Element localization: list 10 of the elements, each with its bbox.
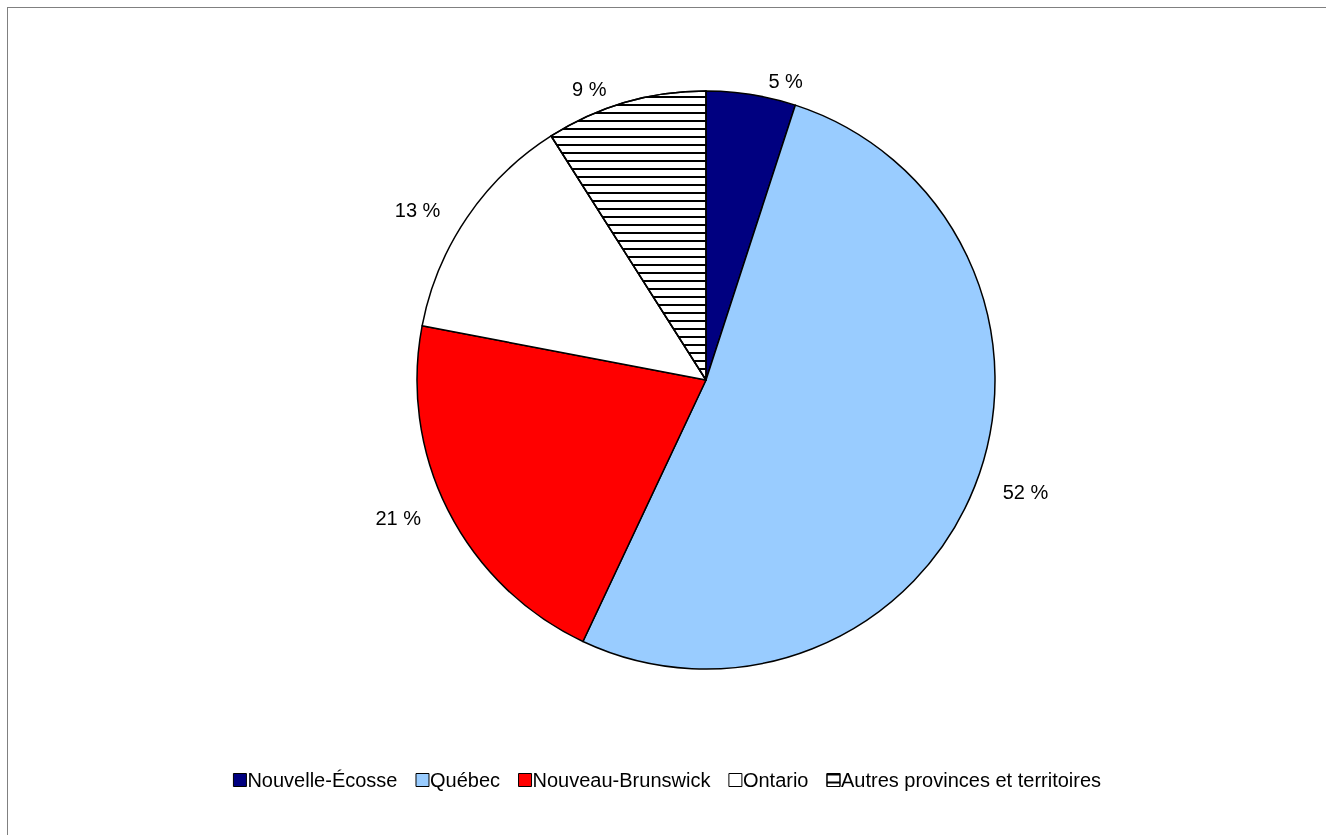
data-label: 9 % <box>572 78 607 101</box>
legend-label: Nouvelle-Écosse <box>247 769 398 791</box>
legend-label: Québec <box>429 769 501 791</box>
legend-label: Nouveau-Brunswick <box>532 769 712 791</box>
data-label: 13 % <box>394 198 441 221</box>
data-label: 52 % <box>1002 480 1049 503</box>
legend-label: Autres provinces et territoires <box>840 769 1102 791</box>
data-label: 5 % <box>768 69 804 92</box>
legend-label: Ontario <box>742 769 809 791</box>
data-label: 21 % <box>375 506 422 529</box>
